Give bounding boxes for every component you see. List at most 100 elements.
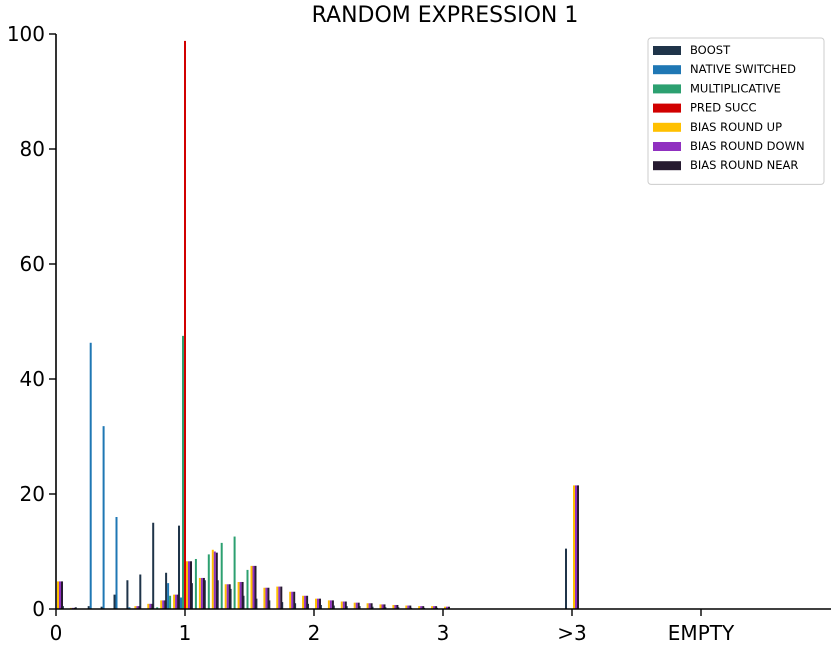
bar-bias-round-up-20: [366, 603, 369, 609]
bar-bias-round-up-22: [392, 604, 395, 609]
bar-bias-round-near-20: [370, 603, 373, 609]
bar-bias-round-near-23: [409, 605, 412, 609]
chart-title: RANDOM EXPRESSION 1: [312, 3, 579, 28]
x-tick-label-5: EMPTY: [668, 621, 735, 645]
bars-layer: [57, 40, 579, 610]
bar-bias-round-near-22: [396, 604, 399, 609]
bar-bias-round-down-8: [213, 551, 216, 609]
bar-bias-round-down-3: [149, 603, 152, 609]
bar-bias-round-down-11: [252, 565, 255, 610]
bar-bias-round-near-24: [422, 606, 425, 610]
bar-bias-round-down-10: [239, 581, 242, 609]
bar-bias-round-near-14: [293, 591, 296, 609]
bar-bias-round-up-0: [57, 581, 59, 609]
bar-bias-round-up-18: [340, 601, 343, 609]
legend-swatch-native-switched: [653, 65, 681, 75]
bar-bias-round-up-9: [224, 584, 227, 609]
bar-multiplicative-0: [156, 607, 159, 609]
bar-bias-round-down-24: [420, 606, 423, 610]
bar-boost-7: [152, 522, 155, 609]
legend-label-bias-round-near: BIAS ROUND NEAR: [690, 158, 798, 172]
bar-native-switched-4: [167, 583, 170, 610]
bar-bias-round-up-10: [237, 581, 240, 609]
y-tick-label-80: 80: [20, 137, 45, 161]
bar-bias-round-up-24: [418, 606, 421, 610]
bar-bias-round-down-0: [59, 581, 61, 609]
bar-multiplicative-6: [233, 536, 236, 609]
bar-multiplicative-5: [220, 542, 223, 610]
y-tick-label-60: 60: [20, 252, 45, 276]
legend-label-boost: BOOST: [690, 43, 731, 57]
bar-native-switched-2: [115, 517, 118, 609]
legend-label-bias-round-up: BIAS ROUND UP: [690, 120, 782, 134]
bar-bias-round-up-7: [198, 577, 201, 609]
bar-bias-round-up-3: [147, 603, 150, 609]
bar-multiplicative-2: [182, 335, 184, 610]
bar-boost-30: [565, 548, 567, 610]
bar-bias-round-down-27: [575, 485, 577, 610]
bar-bias-round-up-25: [431, 606, 434, 610]
bar-bias-round-near-17: [331, 600, 334, 610]
bar-bias-round-near-27: [577, 485, 579, 610]
bar-bias-round-near-6: [190, 561, 192, 609]
bar-bias-round-up-11: [250, 565, 253, 610]
bar-bias-round-near-4: [164, 600, 167, 610]
bar-bias-round-down-4: [162, 600, 165, 610]
bar-bias-round-up-14: [289, 591, 292, 609]
bar-bias-round-up-27: [573, 485, 575, 610]
y-tick-label-100: 100: [7, 22, 45, 46]
legend-swatch-bias-round-near: [653, 161, 681, 171]
bar-bias-round-up-16: [315, 598, 317, 609]
bar-bias-round-up-8: [211, 549, 214, 609]
x-tick-label-2: 2: [308, 621, 321, 645]
bar-bias-round-down-7: [200, 577, 203, 609]
bar-bias-round-near-7: [202, 577, 205, 609]
bar-bias-round-down-16: [317, 598, 319, 609]
legend-label-native-switched: NATIVE SWITCHED: [690, 62, 796, 76]
bar-bias-round-down-23: [407, 605, 410, 609]
legend-swatch-pred-succ: [653, 103, 681, 113]
bar-boost-6: [139, 574, 142, 609]
bar-bias-round-up-4: [160, 600, 163, 610]
bar-multiplicative-1: [169, 595, 172, 609]
bar-native-switched-5: [180, 597, 182, 609]
bar-native-switched-0: [89, 342, 92, 609]
bar-bias-round-near-11: [254, 565, 257, 610]
bar-boost-4: [113, 594, 116, 610]
legend-swatch-multiplicative: [653, 84, 681, 94]
legend-swatch-boost: [653, 46, 681, 55]
bar-bias-round-near-3: [151, 603, 154, 609]
legend-label-pred-succ: PRED SUCC: [690, 101, 756, 115]
bar-bias-round-down-5: [175, 594, 178, 610]
bar-bias-round-near-19: [357, 602, 360, 609]
x-tick-label-3: 3: [437, 621, 450, 645]
bar-bias-round-down-20: [368, 603, 371, 609]
bar-bias-round-up-17: [327, 600, 330, 610]
bar-bias-round-up-12: [263, 587, 266, 609]
bar-bias-round-near-25: [435, 606, 438, 610]
legend: BOOST NATIVE SWITCHED MULTIPLICATIVE PRED S…: [647, 37, 825, 185]
bar-bias-round-down-12: [265, 587, 268, 609]
bar-bias-round-near-26: [448, 606, 450, 609]
bar-bias-round-down-9: [226, 584, 229, 609]
bar-bias-round-up-19: [353, 602, 356, 609]
bar-boost-9: [178, 525, 180, 610]
legend-label-multiplicative: MULTIPLICATIVE: [690, 81, 781, 95]
bar-bias-round-up-21: [379, 604, 382, 609]
bar-bias-round-up-23: [405, 605, 408, 609]
bar-bias-round-near-16: [319, 598, 321, 609]
bar-pred-succ-0: [184, 40, 186, 609]
bar-bias-round-down-25: [433, 606, 436, 610]
x-tick-label-1: 1: [179, 621, 192, 645]
bar-multiplicative-7: [246, 569, 249, 609]
legend-swatch-bias-round-up: [653, 122, 681, 132]
bar-bias-round-up-13: [276, 586, 279, 609]
legend-swatch-bias-round-down: [653, 142, 681, 151]
bar-bias-round-near-15: [306, 595, 309, 609]
bar-bias-round-down-22: [394, 604, 397, 609]
bar-bias-round-down-17: [329, 600, 332, 610]
bar-bias-round-near-0: [61, 581, 63, 609]
legend-label-bias-round-down: BIAS ROUND DOWN: [690, 139, 805, 153]
bar-bias-round-near-12: [267, 587, 270, 609]
